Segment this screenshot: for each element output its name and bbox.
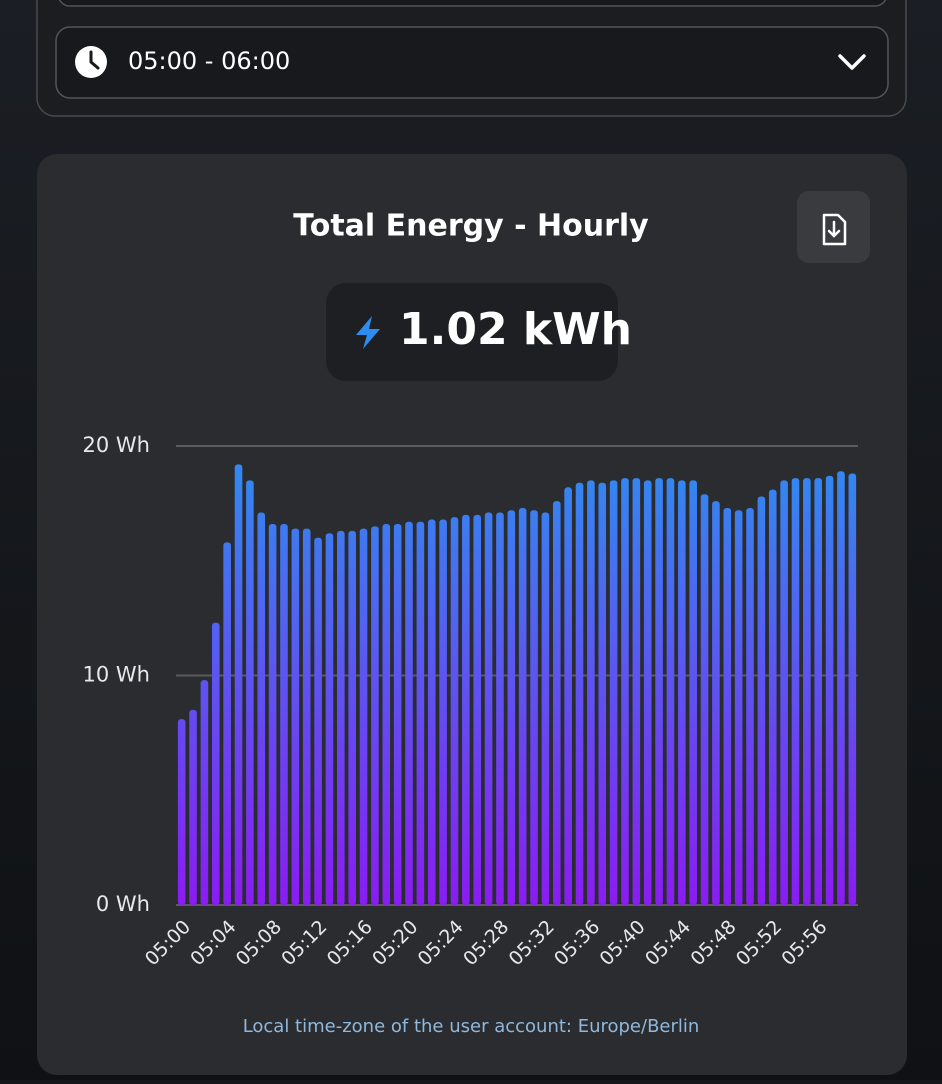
bar <box>325 533 334 905</box>
bar <box>427 519 436 905</box>
bar <box>405 521 413 905</box>
bar <box>507 510 516 905</box>
bar <box>450 517 459 905</box>
bar <box>518 507 527 905</box>
bar <box>643 480 652 905</box>
bar <box>564 487 572 905</box>
footnote: Local time-zone of the user account: Eur… <box>243 1016 700 1037</box>
bar <box>177 719 186 905</box>
bar <box>837 471 845 905</box>
bar <box>291 528 300 905</box>
bar <box>575 482 584 905</box>
time-dropdown[interactable]: 05:00 - 06:00 <box>55 26 889 99</box>
bar <box>825 475 834 905</box>
total-energy: 1.02 kWh <box>399 304 632 355</box>
bar <box>678 480 686 905</box>
bar <box>632 478 641 905</box>
dropdown-above[interactable] <box>58 0 887 7</box>
bar <box>200 680 209 905</box>
bar <box>621 478 629 905</box>
bar <box>314 537 322 905</box>
chevron-icon <box>838 54 866 70</box>
bar <box>814 478 823 905</box>
bar <box>712 501 720 905</box>
bar <box>723 507 732 905</box>
file-icon <box>822 213 847 246</box>
bar <box>280 524 288 905</box>
bar <box>246 480 254 905</box>
bar <box>416 521 425 905</box>
bar <box>484 512 493 905</box>
bar <box>609 480 618 905</box>
y-tick-label: 0 Wh <box>96 892 150 916</box>
bar <box>473 514 482 905</box>
dropdown-box[interactable] <box>55 26 889 99</box>
bar <box>791 478 800 905</box>
time-range: 05:00 - 06:00 <box>128 47 290 75</box>
bar <box>462 514 470 905</box>
bar <box>746 507 754 905</box>
bar <box>496 512 504 905</box>
bar <box>552 501 561 905</box>
bar <box>734 510 743 905</box>
bar <box>257 512 266 905</box>
download-button[interactable] <box>797 191 870 263</box>
bar <box>541 512 550 905</box>
bar <box>655 478 663 905</box>
bar <box>700 494 709 905</box>
bar <box>780 480 788 905</box>
bar <box>302 528 311 905</box>
bar <box>757 496 766 905</box>
bar <box>189 709 197 905</box>
bar <box>223 542 231 905</box>
bar <box>382 524 391 905</box>
bar <box>689 480 697 905</box>
bar <box>439 519 447 905</box>
bar <box>211 622 220 905</box>
bar <box>359 528 368 905</box>
clock-hands <box>89 50 100 70</box>
bolt-icon <box>356 316 380 349</box>
bar <box>348 530 356 905</box>
bar <box>666 478 675 905</box>
bar <box>768 489 777 905</box>
bar <box>587 480 595 905</box>
chart-title: Total Energy - Hourly <box>293 209 649 244</box>
bar <box>234 464 243 905</box>
bar <box>530 510 538 905</box>
total-badge <box>326 283 618 381</box>
bar <box>337 530 345 905</box>
bar <box>848 473 857 905</box>
bar <box>393 524 402 905</box>
bar <box>598 482 607 905</box>
y-tick-label: 10 Wh <box>83 663 150 687</box>
bar <box>268 524 277 905</box>
y-tick-label: 20 Wh <box>83 433 150 457</box>
bar <box>371 526 379 905</box>
bar <box>803 478 811 905</box>
download-arrow <box>827 220 841 238</box>
